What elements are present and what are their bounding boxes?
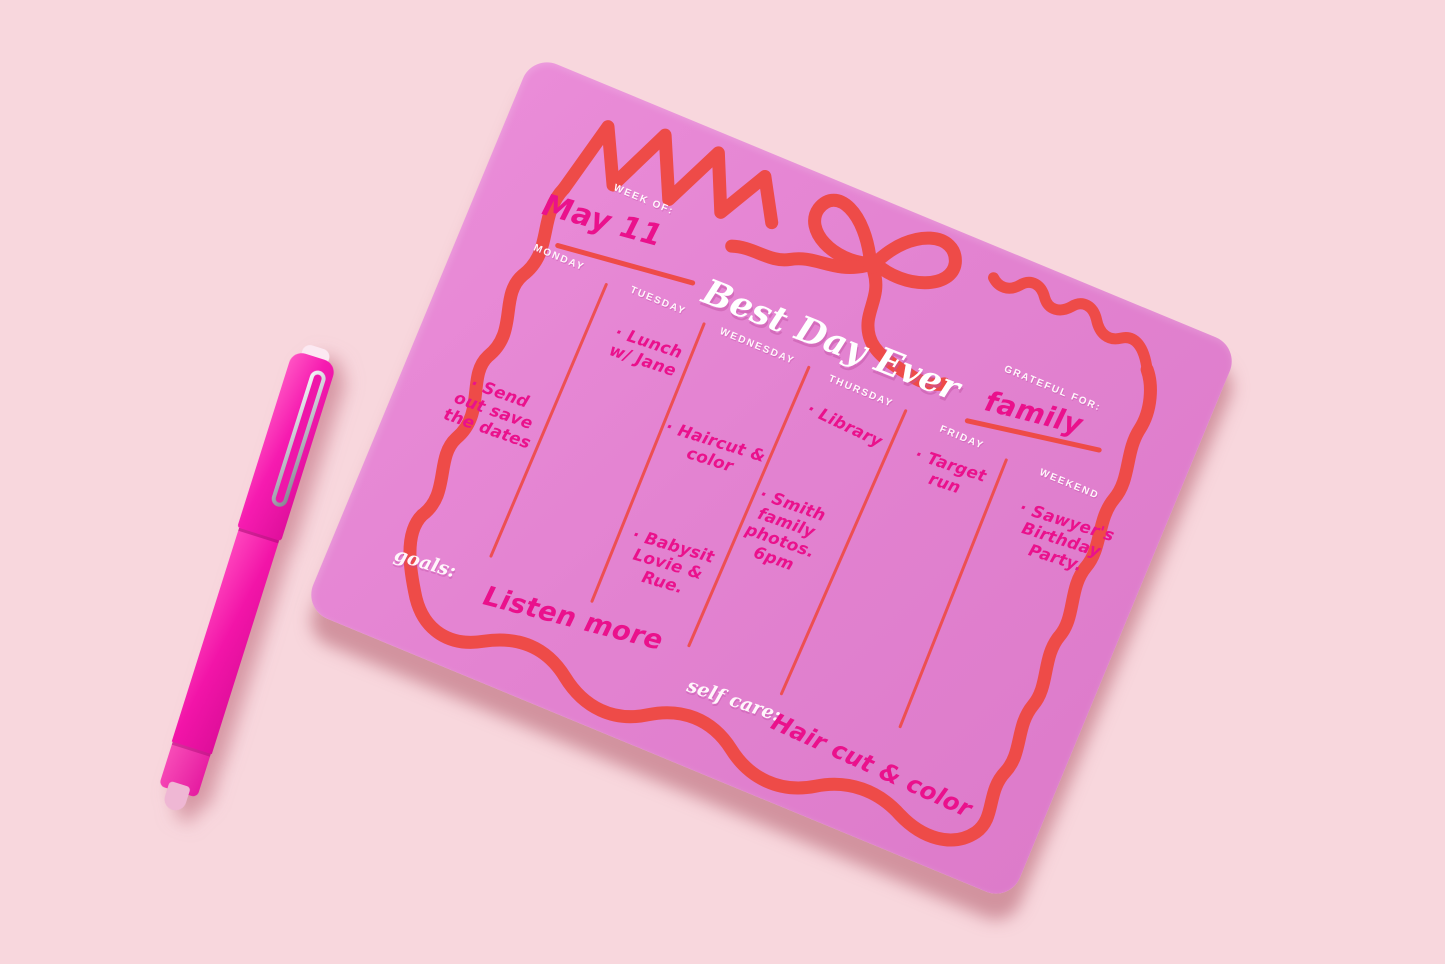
bow-knot [863, 255, 882, 274]
pen-barrel [171, 527, 280, 755]
top-right-squiggle-border [988, 272, 1153, 375]
jagged-top-left-border [557, 120, 779, 230]
bow-right-tail [861, 264, 951, 391]
bow-left-tail [725, 239, 872, 274]
weekly-planner-pad: WEEK OF: May 11 Best Day Ever GRATEFUL F… [303, 54, 1240, 902]
pink-felt-tip-pen [150, 340, 340, 817]
left-bottom-right-border [403, 182, 1157, 847]
bow-right-loop [868, 231, 962, 290]
bow-left-loop [808, 193, 878, 271]
wavy-border-and-bow-illustration [403, 120, 1157, 847]
